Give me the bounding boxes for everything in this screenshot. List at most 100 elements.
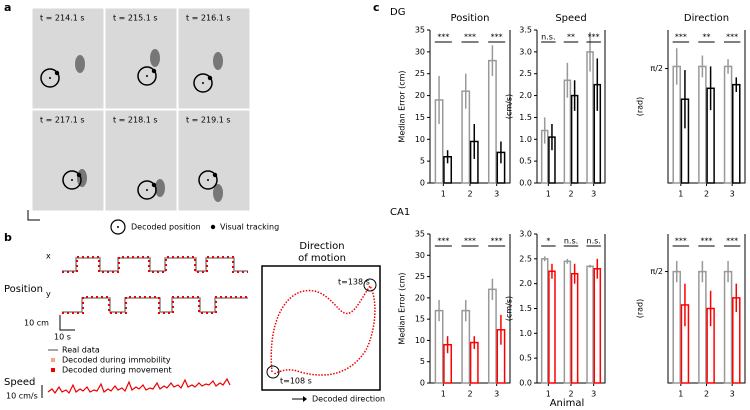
y-tick-label: 3.0 — [519, 230, 532, 239]
significance-label: *** — [675, 237, 687, 246]
decoded-dot — [146, 75, 148, 77]
bar — [698, 270, 707, 384]
time-label: t = 219.1 s — [186, 116, 231, 125]
real-trace — [62, 257, 248, 272]
bar — [723, 270, 733, 384]
y-tick-label: 2.0 — [519, 91, 532, 100]
x-axis-label: Animal — [550, 398, 585, 409]
significance-label: *** — [464, 33, 476, 42]
bar — [548, 270, 556, 384]
significance-label: n.s. — [587, 237, 601, 246]
y-tick-label: 2.5 — [519, 69, 532, 78]
decoded-circle — [137, 66, 157, 86]
significance-label: *** — [726, 33, 738, 42]
y-tick-label: 25 — [415, 272, 425, 281]
box-title: of motion — [298, 253, 346, 264]
significance-label: n.s. — [541, 33, 555, 42]
legend-text: Real data — [62, 346, 100, 355]
legend-text: Decoded during immobility — [62, 356, 171, 365]
trace-label: x — [46, 252, 51, 261]
x-tick-label: 3 — [730, 390, 735, 399]
y-axis-label: (cm/s) — [505, 94, 514, 119]
significance-label: ** — [703, 33, 711, 42]
x-tick-label: 1 — [441, 190, 446, 199]
y-tick-label: 1.5 — [519, 304, 532, 313]
time-label: t=108 s — [280, 377, 312, 386]
panel-label: c — [373, 1, 380, 14]
static-layer: a b c Decoded position Visual tracking x… — [4, 1, 584, 409]
y-tick-label: 35 — [415, 230, 425, 239]
y-tick-label: 30 — [415, 251, 425, 260]
y-axis-label: (rad) — [636, 97, 645, 117]
tracking-dot — [76, 172, 82, 178]
decoded-circle — [193, 73, 213, 93]
bar — [593, 268, 602, 384]
image-tile — [104, 109, 178, 212]
x-tick-label: 1 — [546, 390, 551, 399]
significance-label: *** — [726, 237, 738, 246]
end-circle — [363, 278, 377, 292]
tracking-dot — [54, 70, 60, 76]
legend-dot — [210, 224, 216, 230]
y-tick-label: 1.0 — [519, 135, 532, 144]
significance-label: * — [546, 237, 550, 246]
tracking-dot — [207, 75, 213, 81]
decoded-trace — [62, 256, 248, 273]
significance-label: *** — [491, 237, 503, 246]
animal-blob — [75, 55, 85, 73]
y-tick-label: 0.0 — [519, 379, 532, 388]
x-tick-label: 3 — [591, 390, 596, 399]
x-tick-label: 1 — [441, 390, 446, 399]
x-tick-label: 1 — [678, 190, 683, 199]
animal-blob — [213, 184, 223, 202]
image-tile — [31, 109, 105, 212]
significance-label: ** — [567, 33, 575, 42]
row-label: Speed — [4, 377, 35, 388]
x-tick-label: 2 — [568, 390, 573, 399]
decoded-trace — [62, 296, 248, 314]
region-label: CA1 — [390, 207, 410, 218]
bar — [487, 59, 497, 184]
y-tick-label: π/2 — [650, 267, 663, 276]
direction-trace — [270, 284, 376, 376]
legend-text: Visual tracking — [220, 223, 279, 232]
y-tick-label: 0 — [420, 379, 425, 388]
y-tick-label: 15 — [415, 315, 425, 324]
legend-square — [51, 368, 55, 372]
scale-bar — [27, 210, 40, 221]
x-tick-label: 2 — [467, 190, 472, 199]
animal-blob — [150, 49, 160, 67]
box — [261, 265, 381, 391]
time-label: t = 217.1 s — [40, 116, 85, 125]
bar — [586, 265, 594, 384]
x-tick-label: 3 — [730, 190, 735, 199]
decoded-dot — [71, 179, 73, 181]
significance-label: *** — [491, 33, 503, 42]
significance-label: *** — [437, 237, 449, 246]
y-tick-label: 5 — [420, 157, 425, 166]
start-circle — [266, 365, 280, 379]
panel-label: a — [4, 1, 11, 14]
decoded-circle — [40, 68, 60, 88]
decoded-circle — [62, 170, 82, 190]
box-title: Direction — [299, 241, 344, 252]
bar — [540, 258, 549, 384]
y-tick-label: 10 — [415, 135, 425, 144]
y-axis-label: Median Error (cm) — [398, 70, 407, 142]
y-axis-label: (rad) — [636, 299, 645, 319]
bar — [487, 288, 497, 384]
bar — [570, 272, 579, 384]
trace-label: y — [46, 290, 51, 299]
bar — [732, 83, 741, 184]
y-tick-label: 25 — [415, 69, 425, 78]
y-tick-label: 20 — [415, 91, 425, 100]
significance-label: n.s. — [564, 237, 578, 246]
decoded-dot — [207, 179, 209, 181]
significance-label: *** — [437, 33, 449, 42]
bar — [698, 65, 707, 184]
y-tick-label: 3.5 — [519, 26, 532, 35]
significance-label: *** — [701, 237, 713, 246]
time-label: t = 214.1 s — [40, 14, 85, 23]
legend-text: Decoded during movement — [62, 366, 172, 375]
